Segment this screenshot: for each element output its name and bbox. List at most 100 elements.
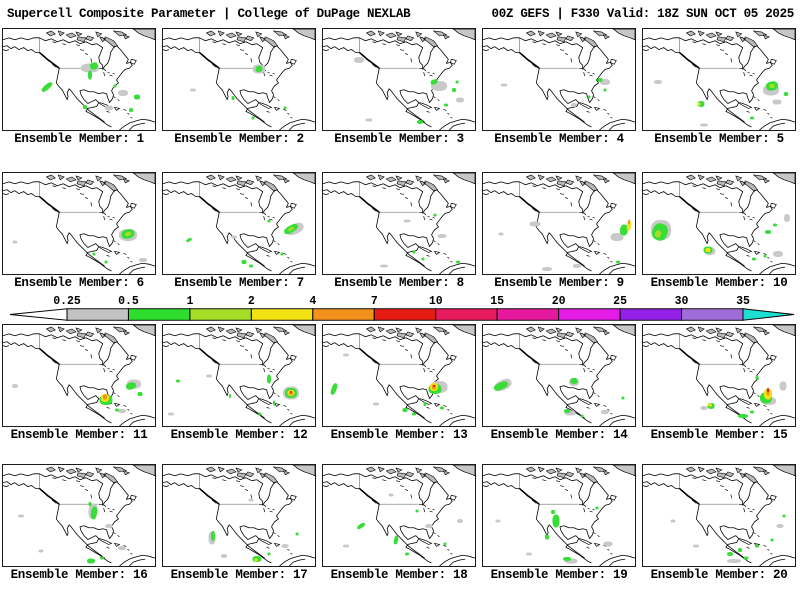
colorbar-segment <box>127 308 191 321</box>
scp-blob-green <box>356 521 366 530</box>
scp-blob-green <box>283 106 287 110</box>
scp-blob-gray <box>495 519 501 523</box>
ensemble-member-label: Ensemble Member: 1 <box>14 132 144 146</box>
scp-blob-green <box>773 223 778 226</box>
scp-overlay <box>323 173 475 274</box>
scp-blob-green <box>433 213 437 217</box>
ensemble-panel: Ensemble Member: 14 <box>482 324 636 444</box>
scp-blob-gray <box>105 105 114 111</box>
north-america-map <box>322 28 476 131</box>
panel-row-1: Ensemble Member: 1 Ensemble Member: 2 En… <box>2 28 800 148</box>
north-america-map <box>322 324 476 427</box>
scp-blob-gray <box>425 523 433 528</box>
colorbar-segment <box>66 308 129 321</box>
scp-overlay <box>163 173 315 274</box>
scp-blob-gray <box>105 523 113 528</box>
scp-blob-green <box>415 509 419 513</box>
scp-blob-gray <box>693 544 700 548</box>
ensemble-panel: Ensemble Member: 6 <box>2 172 156 292</box>
colorbar-segment <box>189 308 252 321</box>
ensemble-panel: Ensemble Member: 15 <box>642 324 796 444</box>
scp-blob-green <box>587 95 591 99</box>
scp-blob-green <box>782 514 786 517</box>
ensemble-member-label: Ensemble Member: 11 <box>10 428 148 442</box>
model-run-valid-time: 00Z GEFS | F330 Valid: 18Z SUN OCT 05 20… <box>491 7 795 21</box>
scp-blob-green <box>595 506 599 510</box>
ensemble-member-label: Ensemble Member: 18 <box>330 568 468 582</box>
scp-blob-green <box>241 259 247 264</box>
colorbar-segment <box>496 308 560 321</box>
scp-overlay <box>483 29 635 130</box>
scp-blob-gray <box>564 558 578 564</box>
scp-blob-green <box>133 94 140 100</box>
scp-blob-green <box>750 410 755 414</box>
scp-blob-gray <box>38 549 44 553</box>
scp-blob-green <box>562 556 571 561</box>
scp-blob-gray <box>354 57 365 64</box>
ensemble-panel: Ensemble Member: 5 <box>642 28 796 148</box>
scp-blob-green <box>621 396 625 400</box>
scp-blob-green <box>550 510 555 515</box>
colorbar-tick: 20 <box>551 295 566 308</box>
scp-overlay <box>483 173 635 274</box>
north-america-map <box>482 464 636 567</box>
scp-overlay <box>163 325 315 426</box>
scp-blob-red <box>766 387 769 392</box>
scp-blob-green <box>87 70 92 80</box>
scp-blob-green <box>439 406 444 410</box>
colorbar-under-arrow <box>9 308 68 321</box>
scp-blob-green <box>267 552 271 556</box>
scp-blob-gray <box>456 518 463 523</box>
scp-overlay <box>643 173 795 274</box>
scp-blob-gray <box>670 519 676 523</box>
scp-blob-gray <box>603 541 613 547</box>
colorbar-tick: 35 <box>736 295 750 308</box>
scp-blob-yellowgreen <box>769 83 775 88</box>
ensemble-member-label: Ensemble Member: 10 <box>650 276 788 290</box>
colorbar-tick: 15 <box>490 295 505 308</box>
north-america-map <box>162 172 316 275</box>
scp-blob-gray <box>403 219 411 223</box>
scp-blob-gray <box>564 410 576 416</box>
scp-blob-green <box>393 534 399 545</box>
scp-blob-yellow <box>697 102 701 106</box>
colorbar-over-arrow <box>742 308 795 321</box>
scp-blob-gray <box>654 79 663 84</box>
scp-blob-gray <box>248 498 254 502</box>
scp-blob-green <box>99 556 104 560</box>
scp-blob-green <box>726 551 733 556</box>
north-america-map <box>642 28 796 131</box>
scp-overlay <box>323 465 475 566</box>
ensemble-panel: Ensemble Member: 4 <box>482 28 636 148</box>
scp-blob-gray <box>117 545 126 550</box>
scp-blob-gray <box>600 409 609 414</box>
panel-row-3: Ensemble Member: 11 Ensemble Member: 12 … <box>2 324 800 444</box>
scp-overlay <box>643 29 795 130</box>
scp-blob-orange <box>431 384 436 390</box>
scp-blob-green <box>90 506 99 521</box>
north-america-map <box>2 172 156 275</box>
ensemble-panel: Ensemble Member: 16 <box>2 464 156 584</box>
scp-blob-green <box>211 530 216 541</box>
scp-blob-yellow <box>254 558 258 562</box>
scp-blob-green <box>404 552 409 556</box>
north-america-map <box>2 28 156 131</box>
scp-blob-green <box>113 84 117 88</box>
scp-blob-red <box>432 384 435 387</box>
ensemble-member-label: Ensemble Member: 19 <box>490 568 628 582</box>
scp-blob-green <box>544 534 549 540</box>
north-america-map <box>322 464 476 567</box>
colorbar-segment <box>619 308 683 321</box>
ensemble-panel: Ensemble Member: 2 <box>162 28 316 148</box>
ensemble-panel: Ensemble Member: 10 <box>642 172 796 292</box>
colorbar-tick: 30 <box>674 295 689 308</box>
scp-blob-green <box>412 412 417 416</box>
scp-blob-green <box>423 401 427 406</box>
scp-blob-green <box>443 542 447 546</box>
north-america-map <box>482 172 636 275</box>
scp-blob-green <box>616 260 621 264</box>
scp-blob-green <box>92 252 96 256</box>
scp-blob-green <box>421 257 425 261</box>
scp-blob-green <box>87 558 96 564</box>
scp-blob-green <box>451 87 456 92</box>
